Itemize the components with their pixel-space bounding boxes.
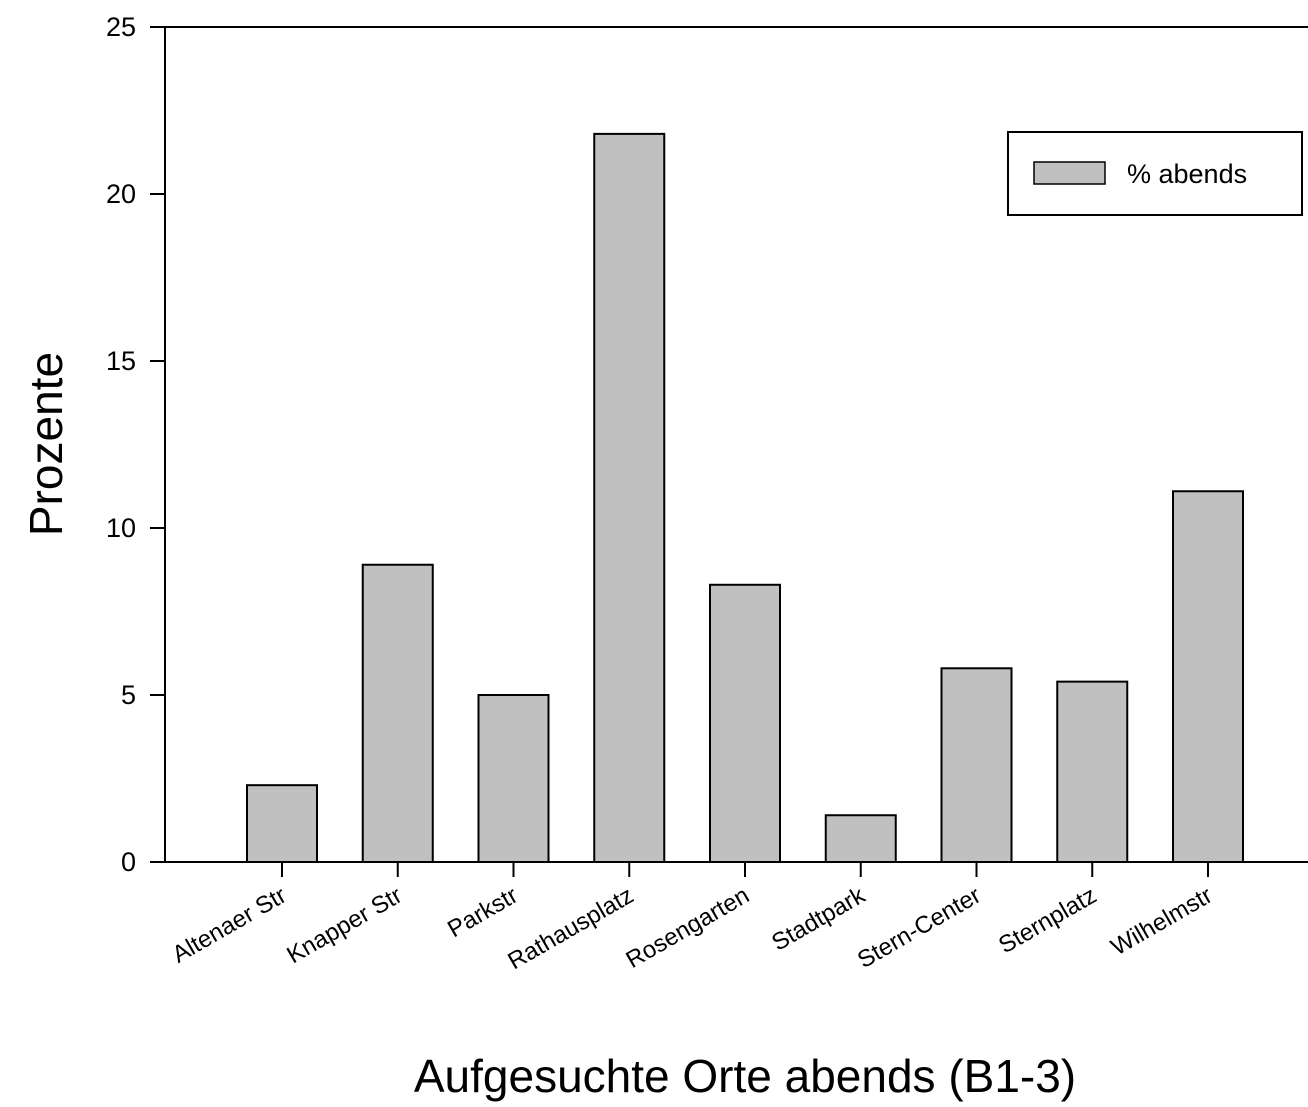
x-tick-label: Stadtpark [767,881,870,956]
x-axis-title: Aufgesuchte Orte abends (B1-3) [414,1050,1076,1102]
x-tick-label: Stern-Center [853,882,985,974]
bar [1056,680,1129,864]
legend-swatch [1033,161,1106,185]
x-tick-label: Rosengarten [621,882,754,974]
legend: % abends [1007,131,1303,216]
bar [246,784,318,863]
legend-label: % abends [1127,159,1247,189]
x-tick-label: Wilhelmstr [1107,882,1217,961]
x-tick-label: Knapper Str [282,882,406,969]
bars [246,132,1244,864]
bar [824,814,897,863]
x-tick-label: Rathausplatz [503,882,638,975]
y-axis-ticks: 0 5 10 15 20 25 [106,12,165,877]
x-tick-label: Sternplatz [994,882,1101,959]
bar [1172,490,1244,863]
x-tick-label: Parkstr [443,882,522,943]
bar [361,563,434,863]
y-tick-label: 0 [121,847,136,877]
y-tick-label: 5 [121,680,136,710]
bar [593,132,666,863]
y-axis-title: Prozente [20,352,72,536]
legend-box [1007,131,1303,216]
y-tick-label: 10 [106,513,136,543]
bar [477,694,550,863]
y-tick-label: 15 [106,346,136,376]
bar [940,667,1013,864]
y-tick-label: 25 [106,12,136,42]
bar [709,583,781,864]
x-tick-label: Altenaer Str [168,882,291,969]
y-tick-label: 20 [106,179,136,209]
